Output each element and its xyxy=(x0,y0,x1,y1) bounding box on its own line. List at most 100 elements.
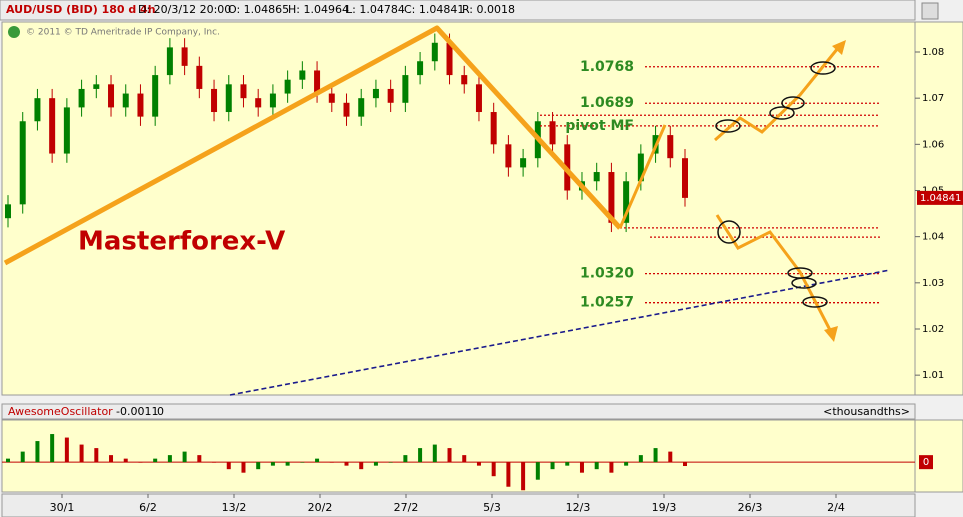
last-price-label: 1.04841 xyxy=(920,193,961,204)
candle-body xyxy=(402,75,409,103)
x-tick-label: 19/3 xyxy=(652,501,677,514)
osc-bar xyxy=(153,458,158,463)
osc-bar xyxy=(212,462,217,463)
candle-body xyxy=(49,98,56,154)
price-axis xyxy=(914,21,963,396)
open: O: 1.04865 xyxy=(228,3,289,16)
candle-body xyxy=(417,61,424,76)
low: L: 1.04784 xyxy=(346,3,405,16)
osc-bar xyxy=(359,462,364,470)
candle-body xyxy=(5,204,11,219)
candle-body xyxy=(34,98,41,122)
arrow-down xyxy=(824,326,838,342)
candle-body xyxy=(211,88,218,113)
osc-bar xyxy=(462,455,467,463)
x-tick-label: 20/2 xyxy=(308,501,333,514)
osc-bar xyxy=(476,462,481,466)
ellipse xyxy=(802,296,828,308)
candle-body xyxy=(63,107,70,154)
candle-body xyxy=(314,70,321,94)
osc-bar xyxy=(138,462,143,463)
osc-bar xyxy=(594,462,599,470)
osc-bar xyxy=(167,455,172,463)
osc-bar xyxy=(6,458,10,463)
osc-bar xyxy=(388,462,393,463)
candle-body xyxy=(667,135,674,159)
candle-body xyxy=(196,65,203,89)
candle-body xyxy=(490,112,497,145)
candle-body xyxy=(240,84,247,99)
candle-body xyxy=(108,84,115,108)
candle-body xyxy=(269,93,276,108)
candle-body xyxy=(152,75,159,117)
candle-body xyxy=(372,88,379,99)
candle-body xyxy=(19,121,26,205)
osc-bar xyxy=(285,462,290,466)
ellipse xyxy=(715,119,741,133)
osc-bar xyxy=(344,462,349,466)
date: D: 20/3/12 20:00 xyxy=(138,3,231,16)
osc-bar xyxy=(20,451,25,463)
osc-bar xyxy=(94,448,99,463)
candle-body xyxy=(93,84,100,89)
level-label: 1.0320 xyxy=(580,266,634,282)
ellipse xyxy=(781,96,805,110)
level-label: 1.0768 xyxy=(580,59,634,75)
candle-body xyxy=(446,42,453,76)
level-label: pivot MF xyxy=(565,118,634,134)
candle-body xyxy=(343,102,350,117)
x-tick-label: 13/2 xyxy=(222,501,247,514)
last-price-tag xyxy=(917,190,963,205)
arrow-up xyxy=(832,40,846,55)
candle-body xyxy=(623,181,630,223)
osc-bar xyxy=(403,455,408,463)
osc-bar xyxy=(241,462,246,473)
osc-bar xyxy=(535,462,540,480)
x-tick-label: 30/1 xyxy=(50,501,75,514)
projection-up xyxy=(714,47,840,142)
candle-body xyxy=(328,93,335,103)
candle-body xyxy=(137,93,144,117)
osc-bar xyxy=(270,462,275,466)
osc-bar xyxy=(418,448,423,463)
candle-body xyxy=(461,75,468,85)
candle-body xyxy=(505,144,512,168)
candle-body xyxy=(255,98,262,108)
x-tick-label: 5/3 xyxy=(483,501,501,514)
range: R: 0.0018 xyxy=(462,3,515,16)
candle-body xyxy=(166,47,173,76)
window-button[interactable] xyxy=(921,2,939,20)
candle-body xyxy=(520,158,527,168)
header-bar xyxy=(0,0,916,21)
candle-body xyxy=(181,47,188,66)
v-pattern-leg xyxy=(618,124,667,229)
level-label: 1.0257 xyxy=(580,295,634,311)
candle-body xyxy=(284,79,291,94)
zero-tag xyxy=(919,455,933,470)
close: C: 1.04841 xyxy=(404,3,464,16)
candle-body xyxy=(549,121,556,145)
candle-body xyxy=(225,84,232,113)
osc-bar xyxy=(653,448,658,463)
osc-bar xyxy=(668,451,673,463)
osc-bar xyxy=(565,462,570,466)
ellipse xyxy=(791,277,817,289)
osc-zero: 0 xyxy=(157,405,164,418)
osc-bar xyxy=(64,437,69,463)
ellipse xyxy=(810,61,836,75)
ellipse xyxy=(717,220,741,244)
osc-bar xyxy=(123,458,128,463)
osc-bar xyxy=(79,444,84,463)
info-icon[interactable] xyxy=(8,26,20,38)
candle-body xyxy=(387,88,394,103)
osc-bar xyxy=(432,444,437,463)
price-panel xyxy=(1,21,916,396)
osc-bar xyxy=(506,462,511,487)
osc-bar xyxy=(35,441,40,463)
y-tick-label: 1.04 xyxy=(922,232,944,243)
x-tick-label: 27/2 xyxy=(394,501,419,514)
y-tick-label: 1.02 xyxy=(922,324,944,335)
osc-bar xyxy=(609,462,614,473)
osc-bar xyxy=(256,462,261,470)
